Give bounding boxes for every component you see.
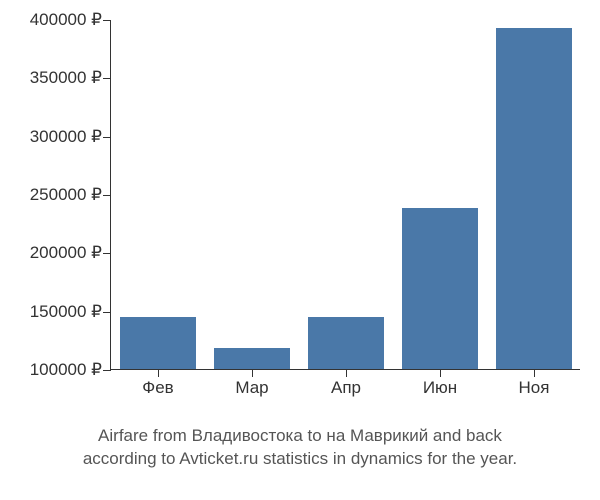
x-axis-label: Мар [235,378,268,398]
bar [120,317,195,370]
x-tick [534,369,535,377]
bar [402,208,477,369]
bar [214,348,289,369]
caption-line-2: according to Avticket.ru statistics in d… [83,449,517,468]
y-tick [103,20,111,21]
y-axis-label: 100000 ₽ [30,360,102,380]
y-axis-label: 300000 ₽ [30,127,102,147]
y-axis-label: 400000 ₽ [30,10,102,30]
x-axis-label: Июн [423,378,457,398]
x-tick [440,369,441,377]
airfare-chart: 100000 ₽ 150000 ₽ 200000 ₽ 250000 ₽ 300000 ₽… [0,10,600,410]
y-tick [103,370,111,371]
caption-line-1: Airfare from Владивостока to на Маврикий… [98,426,502,445]
x-tick [346,369,347,377]
x-tick [158,369,159,377]
y-axis-label: 250000 ₽ [30,185,102,205]
y-tick [103,78,111,79]
x-axis-label: Фев [142,378,173,398]
plot-area: 100000 ₽150000 ₽200000 ₽250000 ₽300000 ₽… [110,20,580,370]
y-axis-label: 200000 ₽ [30,243,102,263]
chart-caption: Airfare from Владивостока to на Маврикий… [0,425,600,471]
y-axis-label: 350000 ₽ [30,68,102,88]
bar [308,317,383,370]
bar [496,28,571,369]
y-tick [103,312,111,313]
y-tick [103,137,111,138]
y-tick [103,195,111,196]
y-tick [103,253,111,254]
y-axis-label: 150000 ₽ [30,302,102,322]
x-axis-label: Ноя [519,378,550,398]
x-axis-label: Апр [331,378,361,398]
x-tick [252,369,253,377]
